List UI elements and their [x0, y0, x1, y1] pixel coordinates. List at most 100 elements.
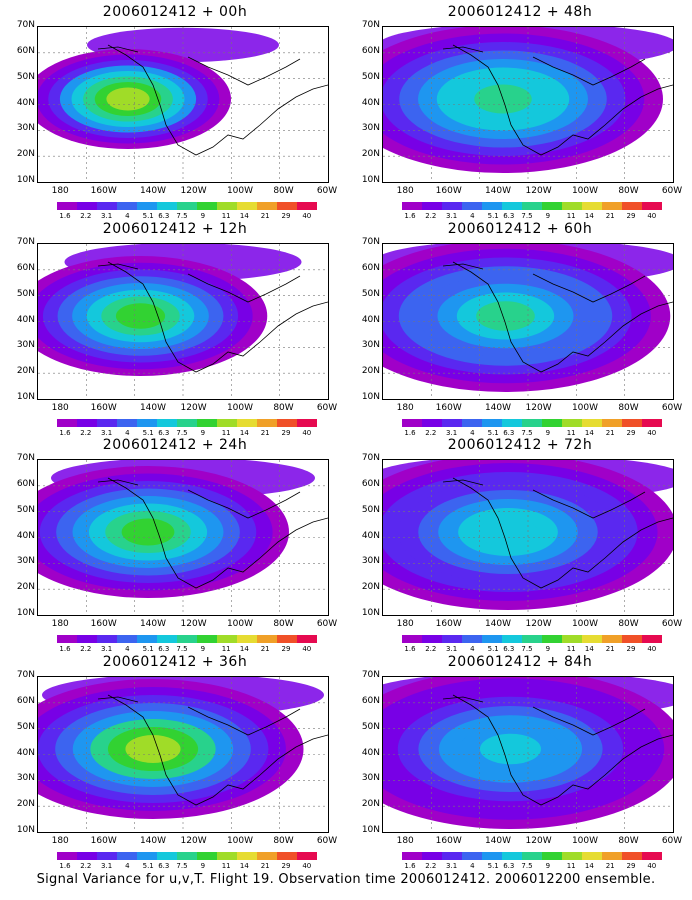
- longitude-label: 120W: [180, 836, 207, 846]
- colorbar-label: 21: [260, 212, 270, 220]
- colorbar-label: 3.1: [446, 645, 458, 653]
- colorbar-swatch: [97, 635, 117, 643]
- colorbar-label: 7.5: [176, 212, 188, 220]
- longitude-label: 120W: [180, 619, 207, 629]
- latitude-label: 40N: [361, 530, 380, 541]
- latitude-label: 60N: [16, 45, 35, 56]
- forecast-panel: 2006012412 + 24h 70N 60N 50N 40N 30N 20N 10N 180…: [5, 437, 345, 653]
- colorbar-label: 29: [281, 862, 291, 870]
- latitude-label: 50N: [361, 71, 380, 82]
- colorbar: [402, 419, 662, 427]
- colorbar-swatch: [462, 202, 482, 210]
- colorbar-label: 6.3: [503, 429, 515, 437]
- latitude-label: 10N: [16, 825, 35, 835]
- contour-map: [382, 243, 674, 400]
- colorbar-swatch: [97, 419, 117, 427]
- colorbar-label: 21: [605, 212, 615, 220]
- colorbar-swatch: [562, 202, 582, 210]
- variance-contour: [478, 517, 538, 547]
- latitude-label: 60N: [361, 478, 380, 489]
- colorbar-swatch: [77, 635, 97, 643]
- colorbar-swatch: [562, 419, 582, 427]
- panel-title: 2006012412 + 48h: [447, 4, 593, 20]
- colorbar-swatch: [217, 635, 237, 643]
- latitude-label: 10N: [361, 825, 380, 835]
- colorbar-swatch: [297, 852, 317, 860]
- colorbar-swatch: [157, 635, 177, 643]
- latitude-label: 60N: [16, 262, 35, 273]
- variance-contour: [125, 735, 181, 763]
- latitude-label: 50N: [16, 288, 35, 299]
- colorbar-swatch: [137, 852, 157, 860]
- longitude-label: 180: [396, 403, 414, 413]
- longitude-label: 160W: [435, 836, 462, 846]
- colorbar-swatch: [237, 635, 257, 643]
- longitude-label: 120W: [525, 619, 552, 629]
- colorbar-label: 3.1: [101, 429, 113, 437]
- colorbar-swatch: [642, 635, 662, 643]
- colorbar-label: 7.5: [176, 862, 188, 870]
- colorbar-swatch: [622, 852, 642, 860]
- colorbar-swatch: [462, 852, 482, 860]
- latitude-label: 40N: [16, 747, 35, 758]
- colorbar-label: 9: [545, 429, 551, 437]
- longitude-label: 80W: [273, 186, 294, 196]
- colorbar-swatch: [642, 852, 662, 860]
- colorbar-label: 5.1: [142, 862, 154, 870]
- longitude-label: 180: [51, 403, 69, 413]
- forecast-panel: 2006012412 + 12h 70N 60N 50N 40N 30N 20N 10N 180…: [5, 221, 345, 437]
- variance-contour: [476, 301, 535, 331]
- latitude-label: 40N: [361, 97, 380, 108]
- contour-map: [382, 459, 674, 616]
- longitude-label: 100W: [571, 619, 599, 629]
- longitude-label: 180: [51, 619, 69, 629]
- colorbar-swatch: [622, 419, 642, 427]
- longitude-label: 140W: [484, 403, 512, 413]
- colorbar-swatch: [97, 202, 117, 210]
- colorbar-swatch: [177, 852, 197, 860]
- colorbar-label: 4: [470, 645, 475, 653]
- colorbar-swatch: [622, 202, 642, 210]
- colorbar-label: 40: [647, 862, 657, 870]
- colorbar-label: 6.3: [158, 212, 170, 220]
- latitude-label: 20N: [16, 366, 35, 377]
- longitude-label: 120W: [180, 403, 207, 413]
- colorbar-swatch: [237, 419, 257, 427]
- colorbar-swatch: [502, 635, 522, 643]
- latitude-label: 20N: [16, 582, 35, 593]
- longitude-label: 180: [51, 836, 69, 846]
- colorbar-swatch: [542, 635, 562, 643]
- colorbar-label: 7.5: [176, 429, 188, 437]
- longitude-label: 80W: [618, 403, 639, 413]
- colorbar-swatch: [237, 852, 257, 860]
- longitude-label: 60W: [316, 836, 338, 846]
- colorbar-swatch: [57, 202, 77, 210]
- colorbar-swatch: [422, 635, 442, 643]
- colorbar-label: 4: [125, 429, 130, 437]
- latitude-label: 50N: [361, 721, 380, 732]
- contour-map: [37, 243, 329, 400]
- longitude-label: 140W: [139, 836, 167, 846]
- colorbar-swatch: [77, 419, 97, 427]
- colorbar-swatch: [197, 635, 217, 643]
- colorbar-swatch: [442, 852, 462, 860]
- colorbar-swatch: [442, 635, 462, 643]
- colorbar-label: 29: [626, 429, 636, 437]
- colorbar-label: 11: [566, 862, 576, 870]
- colorbar-label: 7.5: [176, 645, 188, 653]
- forecast-panel: 2006012412 + 84h 70N 60N 50N 40N 30N 20N 10N 180…: [350, 654, 690, 870]
- variance-contour: [479, 733, 542, 765]
- coastline: [97, 694, 328, 806]
- colorbar-swatch: [257, 635, 277, 643]
- colorbar-label: 3.1: [446, 212, 458, 220]
- colorbar-label: 2.2: [80, 429, 92, 437]
- latitude-label: 70N: [16, 237, 35, 247]
- latitude-label: 60N: [361, 695, 380, 706]
- forecast-panel: 2006012412 + 72h 70N 60N 50N 40N 30N 20N 10N 180…: [350, 437, 690, 653]
- longitude-label: 140W: [484, 836, 512, 846]
- colorbar-swatch: [602, 852, 622, 860]
- forecast-panel: 2006012412 + 36h 70N 60N 50N 40N 30N 20N 10N 180…: [5, 654, 345, 870]
- latitude-label: 20N: [361, 582, 380, 593]
- colorbar-label: 29: [281, 645, 291, 653]
- variance-contour: [115, 303, 166, 329]
